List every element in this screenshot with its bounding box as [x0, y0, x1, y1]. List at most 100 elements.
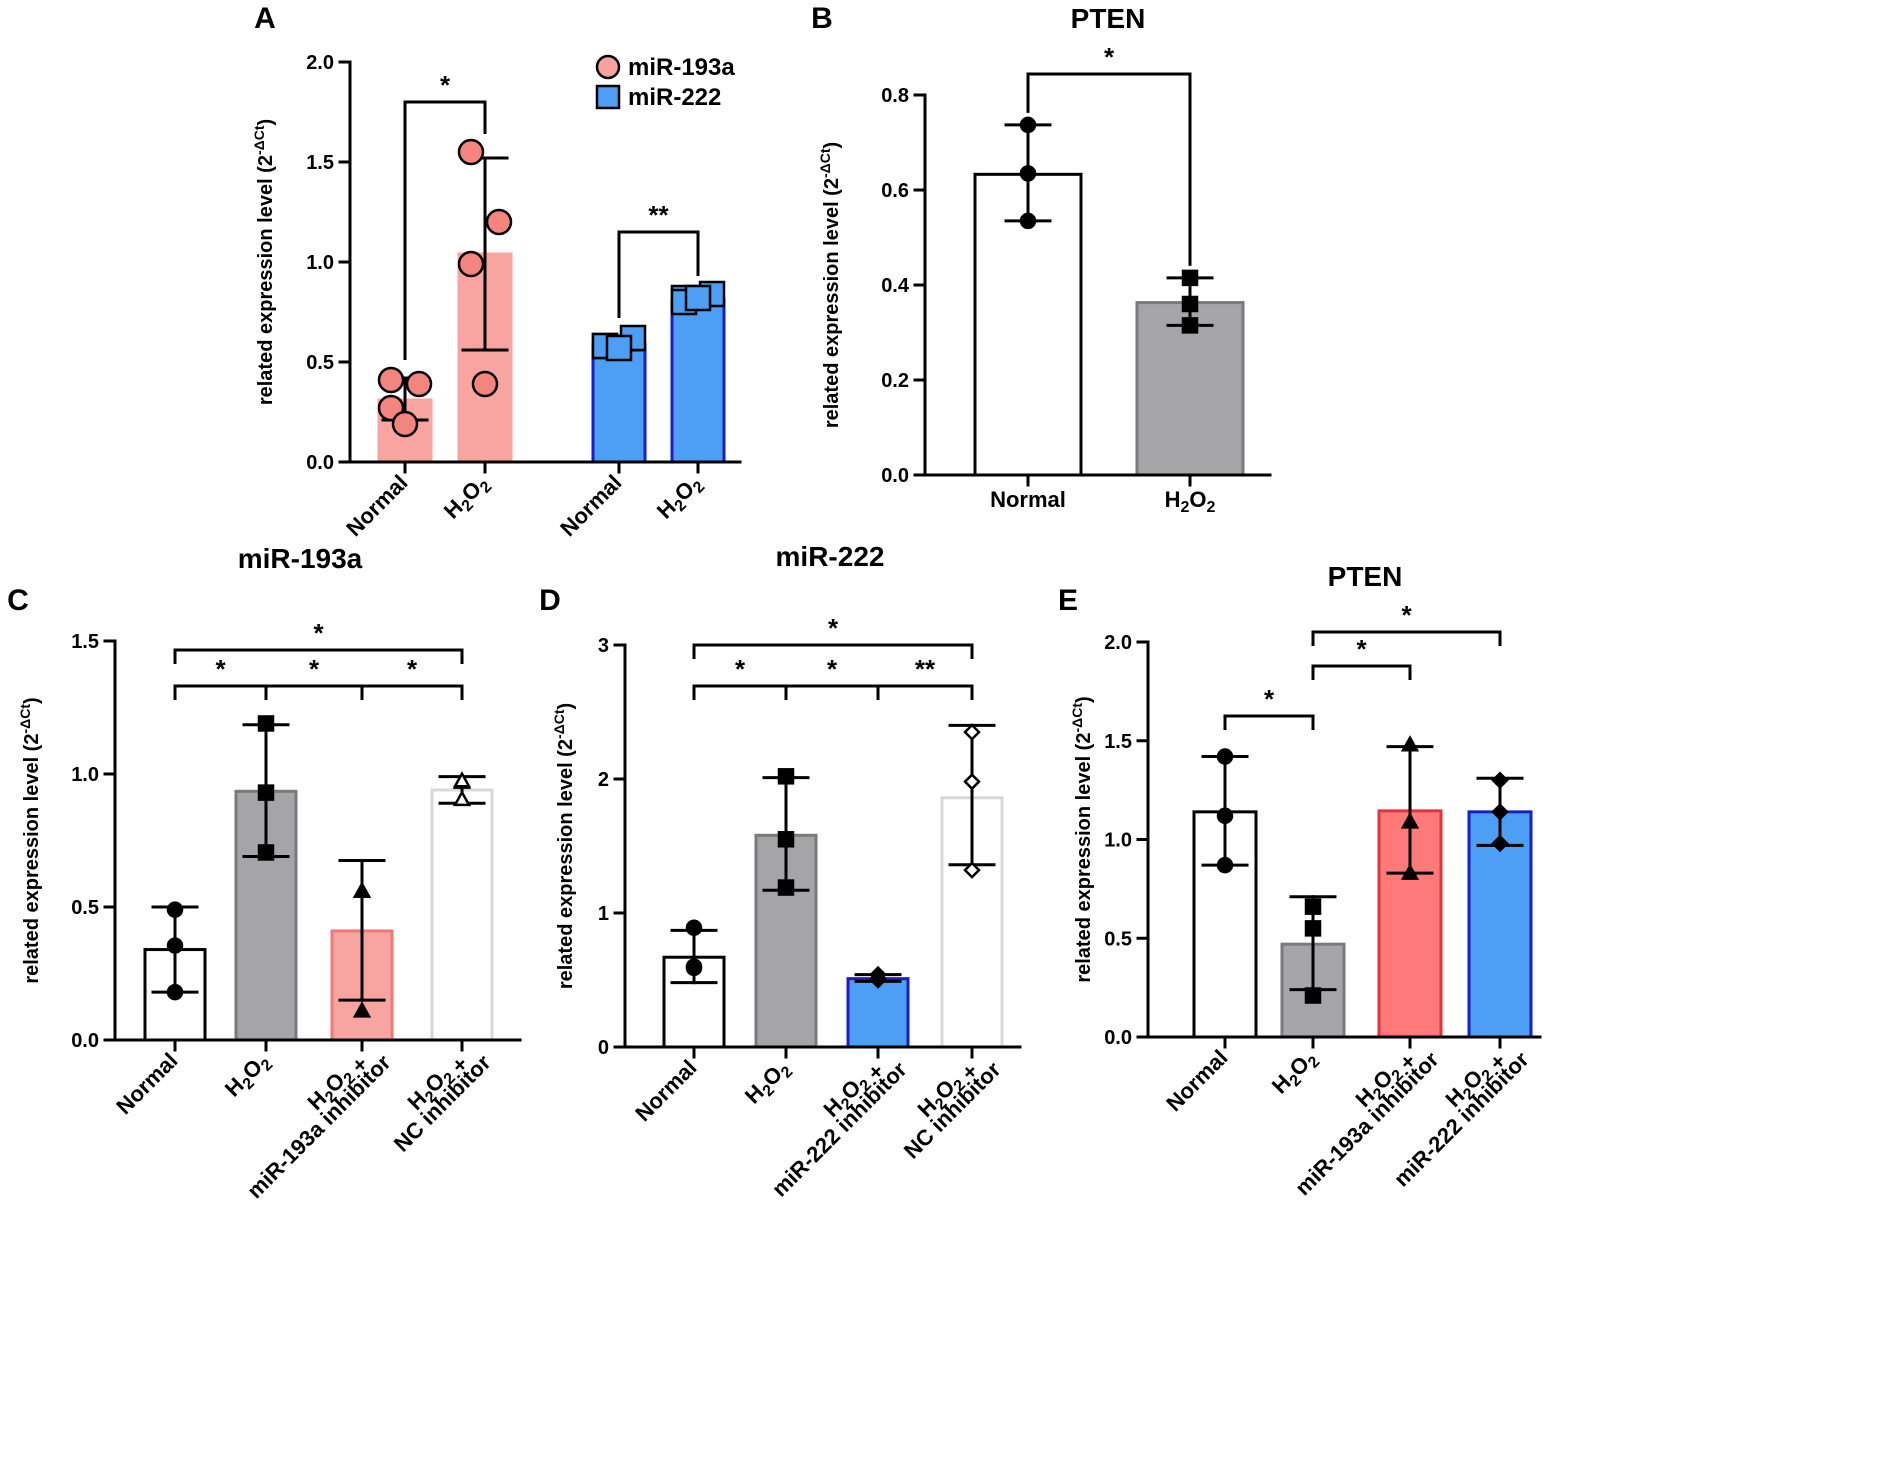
- y-tick-label: 0.0: [71, 1030, 99, 1052]
- panel-title: PTEN: [1071, 3, 1146, 34]
- category-label: Normal: [990, 487, 1066, 512]
- bar: [591, 342, 647, 464]
- data-point: [457, 250, 485, 278]
- data-point: [963, 723, 981, 741]
- data-point: [1216, 856, 1234, 874]
- y-tick-label: 1.5: [71, 631, 99, 653]
- category-label: H2O2: [220, 1048, 277, 1105]
- panel-b: B PTEN 0.0 0.2 0.4 0.6 0.8 Normal H2O2 related ex…: [811, 2, 1272, 516]
- data-point: [405, 370, 433, 398]
- legend-label: miR-193a: [628, 54, 735, 81]
- significance-bracket: [1311, 664, 1412, 680]
- data-point: [1181, 295, 1199, 313]
- category-label: H2O2: [740, 1055, 797, 1112]
- panel-title: miR-193a: [238, 543, 363, 574]
- data-point: [1019, 212, 1037, 230]
- panel-a: A 0.0 0.5 1.0 1.5 2.0 Normal H2O2 Normal H2O2 rela…: [251, 2, 742, 541]
- bar: [846, 977, 910, 1049]
- y-tick-label: 1.0: [1104, 830, 1132, 852]
- y-axis-label: related expression level (2-ΔCt): [1069, 696, 1095, 982]
- data-point: [1181, 269, 1199, 287]
- data-point: [257, 715, 275, 732]
- data-point: [1491, 803, 1509, 821]
- significance-bracket: [692, 684, 788, 700]
- category-label: H2O2: [1267, 1045, 1324, 1102]
- significance-label: *: [827, 654, 838, 684]
- data-point: [257, 784, 275, 801]
- legend-marker: [595, 84, 621, 110]
- category-label: Normal: [630, 1055, 701, 1126]
- data-point: [257, 844, 275, 861]
- significance-label: *: [309, 654, 320, 684]
- data-point: [1216, 807, 1234, 825]
- data-point: [963, 772, 981, 791]
- data-point: [485, 208, 513, 236]
- data-point: [605, 334, 633, 362]
- panel-letter-c: C: [7, 584, 29, 617]
- data-point: [1491, 834, 1509, 853]
- y-axis-label: related expression level (2-ΔCt): [817, 142, 843, 428]
- y-tick-label: 0.0: [1104, 1027, 1132, 1049]
- panel-title: PTEN: [1328, 561, 1403, 592]
- bar: [670, 298, 726, 464]
- data-point: [471, 370, 499, 398]
- category-label: H2O2: [652, 470, 709, 527]
- data-point: [391, 410, 419, 438]
- data-point: [1216, 748, 1234, 765]
- significance-bracket: [1223, 714, 1315, 730]
- significance-label: **: [648, 200, 669, 230]
- data-point: [869, 969, 887, 988]
- y-tick-label: 2.0: [1104, 632, 1132, 654]
- data-point: [452, 789, 472, 807]
- y-tick-label: 3: [598, 635, 609, 657]
- panel-letter-b: B: [811, 2, 833, 35]
- data-point: [1019, 165, 1037, 182]
- data-point: [685, 958, 703, 975]
- category-label: Normal: [341, 470, 412, 541]
- significance-label: *: [313, 618, 324, 648]
- data-point: [1304, 987, 1322, 1004]
- y-axis-label: related expression level (2-ΔCt): [551, 703, 577, 989]
- significance-label: *: [1401, 600, 1412, 630]
- data-point: [685, 919, 703, 936]
- data-point: [777, 768, 795, 785]
- significance-bracket: [692, 643, 974, 659]
- significance-bracket: [360, 684, 464, 700]
- data-point: [1304, 898, 1322, 915]
- significance-bracket: [403, 100, 487, 360]
- y-tick-label: 1.5: [306, 152, 334, 174]
- data-point: [684, 284, 712, 312]
- y-tick-label: 2: [598, 769, 609, 791]
- panel-letter-a: A: [254, 2, 276, 35]
- significance-label: *: [735, 654, 746, 684]
- data-point: [1181, 317, 1199, 334]
- y-tick-label: 0.8: [881, 85, 909, 107]
- y-tick-label: 0.2: [881, 370, 909, 392]
- y-tick-label: 1: [598, 903, 609, 925]
- data-point: [166, 983, 184, 1001]
- y-tick-label: 0.5: [71, 897, 99, 919]
- significance-label: **: [915, 654, 936, 684]
- significance-bracket: [1311, 630, 1502, 646]
- bar: [430, 788, 494, 1042]
- data-point: [777, 831, 795, 848]
- category-label: H2O2: [1165, 487, 1216, 516]
- data-point: [457, 138, 485, 166]
- significance-bracket: [876, 684, 974, 700]
- significance-bracket: [264, 684, 364, 700]
- panel-letter-d: D: [539, 584, 561, 617]
- y-tick-label: 0.6: [881, 180, 909, 202]
- y-tick-label: 2.0: [306, 52, 334, 74]
- y-tick-label: 0.4: [881, 275, 910, 297]
- y-tick-label: 1.0: [71, 764, 99, 786]
- y-tick-label: 1.0: [306, 252, 334, 274]
- category-label: Normal: [1161, 1045, 1232, 1116]
- significance-bracket: [173, 648, 464, 664]
- bar: [1467, 810, 1533, 1039]
- y-tick-label: 0.0: [306, 452, 334, 474]
- y-tick-label: 0.5: [1104, 928, 1132, 950]
